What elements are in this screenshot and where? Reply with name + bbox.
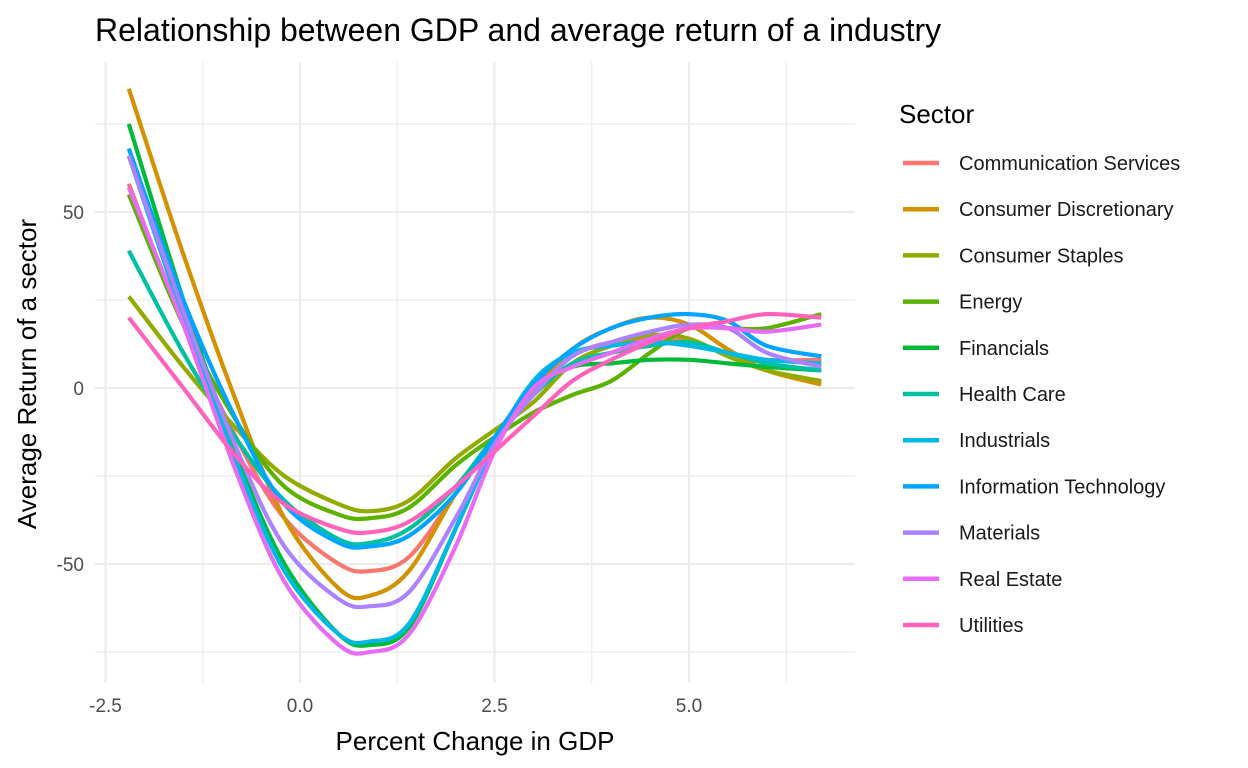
legend-label-industrials: Industrials <box>959 430 1050 452</box>
series-line-communication-services <box>126 183 822 574</box>
x-tick-label: 0.0 <box>287 696 313 717</box>
series-line-financials <box>126 123 822 648</box>
x-axis-ticks: -2.5 0.0 2.5 5.0 <box>89 696 702 717</box>
legend-label-health-care: Health Care <box>959 384 1066 406</box>
x-tick-label: 2.5 <box>481 696 507 717</box>
grid <box>95 62 855 683</box>
legend-label-financials: Financials <box>959 338 1049 360</box>
y-tick-label: -50 <box>57 555 84 576</box>
series-line-utilities <box>127 311 822 536</box>
y-tick-label: 0 <box>73 379 84 400</box>
legend-label-energy: Energy <box>959 292 1022 314</box>
series-lines <box>126 88 822 656</box>
chart-title: Relationship between GDP and average ret… <box>95 12 941 48</box>
legend-label-real-estate: Real Estate <box>959 569 1062 591</box>
legend-title: Sector <box>899 99 974 129</box>
legend-label-utilities: Utilities <box>959 615 1023 637</box>
series-line-real-estate <box>126 186 822 656</box>
series-line-consumer-discretionary <box>126 88 822 601</box>
y-axis-ticks: -50 0 50 <box>57 203 84 576</box>
legend-items: Communication Services Consumer Discretio… <box>903 153 1180 637</box>
series-line-materials <box>126 155 822 610</box>
y-tick-label: 50 <box>63 203 84 224</box>
y-axis-title: Average Return of a sector <box>12 219 42 530</box>
x-tick-label: -2.5 <box>89 696 122 717</box>
legend-label-communication-services: Communication Services <box>959 153 1180 175</box>
x-tick-label: 5.0 <box>676 696 702 717</box>
legend-label-consumer-staples: Consumer Staples <box>959 245 1124 267</box>
legend-label-materials: Materials <box>959 523 1040 545</box>
x-axis-title: Percent Change in GDP <box>336 726 615 756</box>
legend: Sector Communication Services Consumer Di… <box>899 99 1180 637</box>
series-line-industrials <box>126 155 822 646</box>
legend-label-information-technology: Information Technology <box>959 476 1165 498</box>
legend-label-consumer-discretionary: Consumer Discretionary <box>959 199 1174 221</box>
